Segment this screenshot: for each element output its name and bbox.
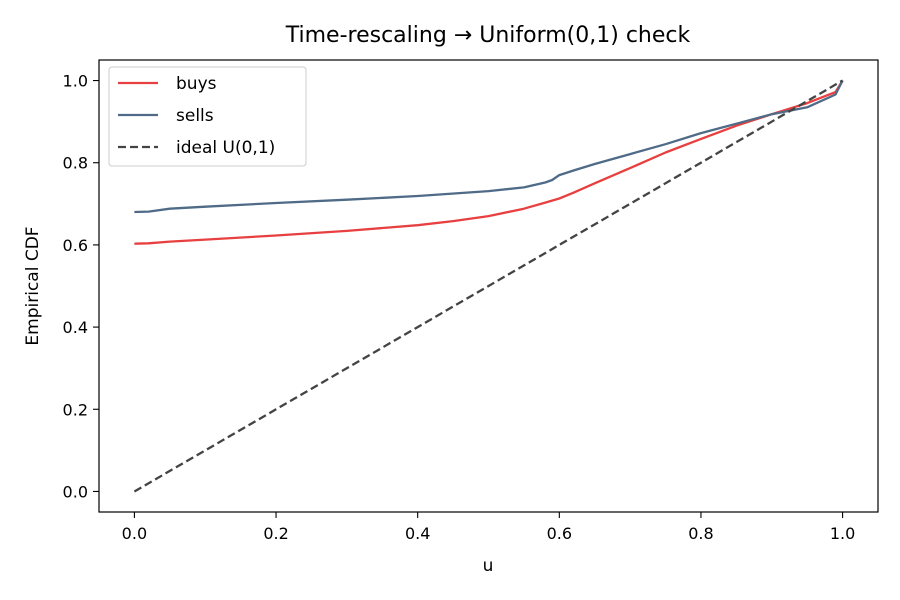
x-tick-label: 0.0 [122,524,147,543]
legend-label-1: sells [176,106,214,126]
x-axis-label: u [483,556,494,576]
x-tick-label: 1.0 [830,524,855,543]
legend-label-0: buys [176,74,217,94]
plot-lines [133,79,844,493]
series-line-1 [134,79,844,214]
legend-box [108,66,307,167]
plot-frame [98,59,879,513]
series-line-2 [133,79,844,493]
y-tick-label: 0.2 [63,400,88,419]
chart-title: Time-rescaling → Uniform(0,1) check [285,23,691,48]
x-axis: 0.0 0.2 0.4 0.6 0.8 1.0 [122,512,855,543]
legend: buys sells ideal U(0,1) [108,66,307,167]
y-axis-label: Empirical CDF [23,226,43,345]
x-tick-label: 0.2 [263,524,288,543]
y-tick-label: 0.4 [63,318,88,337]
y-tick-label: 0.8 [63,154,88,173]
y-tick-label: 0.0 [63,482,88,501]
x-tick-label: 0.6 [547,524,572,543]
y-tick-label: 0.6 [63,236,88,255]
legend-label-2: ideal U(0,1) [176,138,275,158]
y-tick-label: 1.0 [63,72,88,91]
y-axis: 0.0 0.2 0.4 0.6 0.8 1.0 [63,72,99,501]
x-tick-label: 0.4 [405,524,430,543]
x-tick-label: 0.8 [688,524,713,543]
